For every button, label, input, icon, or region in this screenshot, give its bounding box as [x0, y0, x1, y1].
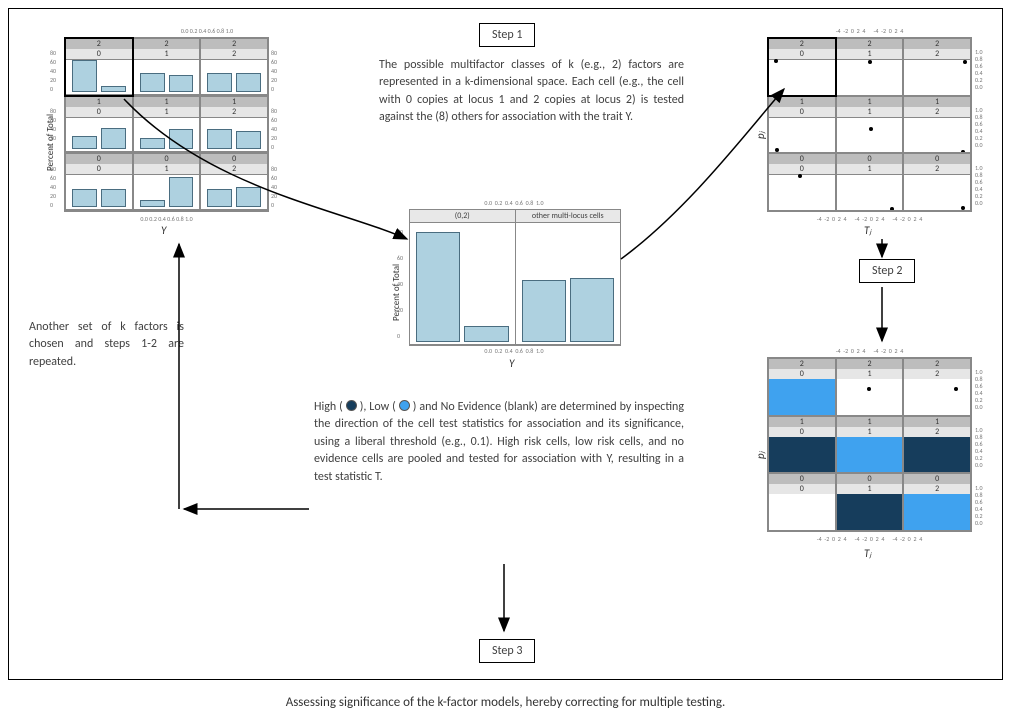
hist-cell-r0c0: 20 — [65, 38, 133, 96]
hist-cell-r0c2: 22 — [200, 38, 268, 96]
scatter-cell-r1c2: 12 — [903, 96, 971, 154]
legend-dot-low — [399, 400, 410, 411]
hist-cell-r2c0: 00 — [65, 153, 133, 211]
heat-top-ticks: -4 -2 0 2 4 -4 -2 0 2 4 — [767, 347, 972, 355]
heat-cell-r1c0: 10 — [768, 416, 836, 474]
heat-cell-r0c0: 20 — [768, 358, 836, 416]
para2-pre: High ( — [314, 400, 343, 414]
heat-cell-r0c1: 21 — [836, 358, 904, 416]
left-grid-bot-ticks: 0.0 0.2 0.4 0.6 0.8 1.0 — [64, 215, 269, 223]
scatter-top-ticks: -4 -2 0 2 4 -4 -2 0 2 4 — [767, 27, 972, 35]
step3-label: Step 3 — [479, 639, 535, 663]
left-grid-top-ticks: 0.0 0.2 0.4 0.6 0.8 1.0 — [107, 27, 307, 35]
left-grid-yticks1: 806040200 — [50, 49, 56, 94]
left-grid-xlabel: Y — [161, 224, 166, 237]
heat-cell-r2c0: 00 — [768, 473, 836, 531]
heat-bot-ticks: -4 -2 0 2 4 -4 -2 0 2 4 -4 -2 0 2 4 — [767, 535, 972, 543]
hist-cell-r2c1: 01 — [133, 153, 201, 211]
hist-cell-r1c0: 10 — [65, 96, 133, 154]
para2-mid1: ), Low ( — [360, 400, 396, 414]
scatter-cell-r2c1: 01 — [836, 153, 904, 211]
heat-cell-r2c1: 01 — [836, 473, 904, 531]
figure-frame: Step 1 The possible multifactor classes … — [8, 8, 1003, 680]
scatter-cell-r2c2: 02 — [903, 153, 971, 211]
center-panel-1: (0,2) — [410, 210, 516, 345]
scatter-cell-r0c1: 21 — [836, 38, 904, 96]
scatter-yticks1: 1.00.80.60.40.20.0 — [975, 49, 983, 91]
step1-label: Step 1 — [479, 23, 535, 47]
figure-caption: Assessing significance of the k-factor m… — [0, 695, 1011, 710]
scatter-ylabel: pⱼ — [754, 131, 767, 139]
scatter-cell-r1c0: 10 — [768, 96, 836, 154]
hist-cell-r2c2: 02 — [200, 153, 268, 211]
step1-description: The possible multifactor classes of k (e… — [379, 57, 684, 127]
legend-dot-high — [346, 400, 357, 411]
step2-label: Step 2 — [859, 259, 915, 283]
heat-yticks3: 1.00.80.60.40.20.0 — [975, 485, 983, 527]
heat-ylabel: pⱼ — [754, 451, 767, 459]
heat-cell-r1c1: 11 — [836, 416, 904, 474]
scatter-cell-r2c0: 00 — [768, 153, 836, 211]
heat-yticks2: 1.00.80.60.40.20.0 — [975, 427, 983, 469]
scatter-cell-r1c1: 11 — [836, 96, 904, 154]
center-xlabel: Y — [509, 357, 514, 370]
left-grid-yticks3r: 806040200 — [271, 165, 277, 210]
scatter-bot-ticks: -4 -2 0 2 4 -4 -2 0 2 4 -4 -2 0 2 4 — [767, 215, 972, 223]
step2-description: High ( ), Low ( ) and No Evidence (blank… — [314, 399, 684, 486]
right-scatter-grid: 202122 101112 000102 — [767, 37, 972, 212]
right-heat-grid: 202122 101112 000102 — [767, 357, 972, 532]
heat-cell-r1c2: 12 — [903, 416, 971, 474]
hist-cell-r1c2: 12 — [200, 96, 268, 154]
caption-text: Assessing significance of the k-factor m… — [286, 695, 726, 710]
scatter-yticks2: 1.00.80.60.40.20.0 — [975, 107, 983, 149]
hist-cell-r1c1: 11 — [133, 96, 201, 154]
heat-cell-r2c2: 02 — [903, 473, 971, 531]
center-bot-ticks: 0.0 0.2 0.4 0.6 0.8 1.0 — [409, 347, 619, 355]
center-bar-chart: (0,2) other multi-locus cells — [409, 209, 621, 346]
loop-description: Another set of k factors is chosen and s… — [29, 319, 184, 371]
scatter-cell-r0c0: 20 — [768, 38, 836, 96]
left-hist-grid: 202122 101112 000102 — [64, 37, 269, 212]
scatter-cell-r0c2: 22 — [903, 38, 971, 96]
left-grid-yticks2: 806040200 — [50, 107, 56, 152]
heat-yticks1: 1.00.80.60.40.20.0 — [975, 369, 983, 411]
left-grid-yticks3: 806040200 — [50, 165, 56, 210]
left-grid-yticks1r: 806040200 — [271, 49, 277, 94]
left-grid-yticks2r: 806040200 — [271, 107, 277, 152]
center-panel-2: other multi-locus cells — [516, 210, 621, 345]
heat-cell-r0c2: 22 — [903, 358, 971, 416]
hist-cell-r0c1: 21 — [133, 38, 201, 96]
center-top-ticks: 0.0 0.2 0.4 0.6 0.8 1.0 — [409, 199, 619, 207]
scatter-yticks3: 1.00.80.60.40.20.0 — [975, 165, 983, 207]
scatter-xlabel: Tⱼ — [864, 224, 871, 237]
center-yticks: 806040200 — [397, 219, 403, 349]
heat-xlabel: Tⱼ — [864, 547, 871, 560]
